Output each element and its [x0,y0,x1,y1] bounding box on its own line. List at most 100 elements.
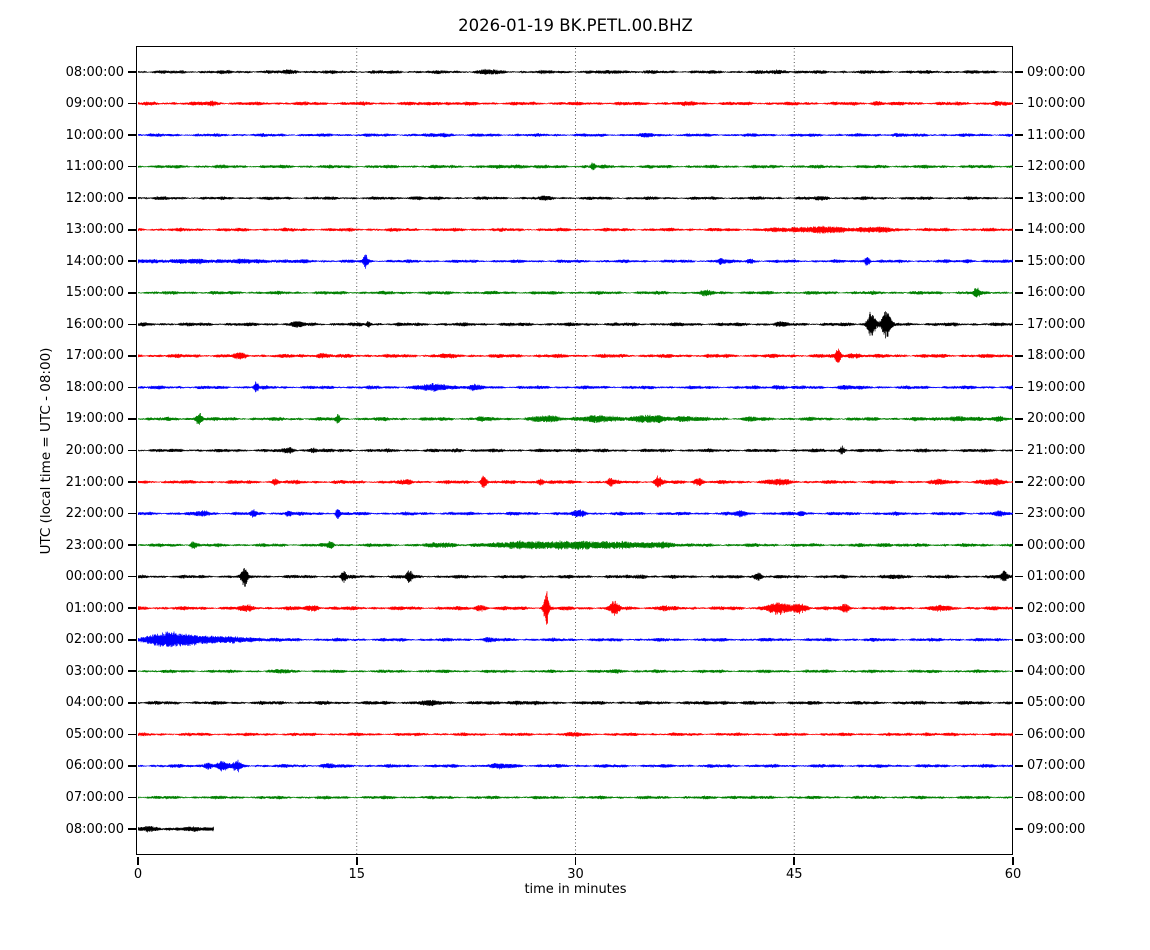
local-time-label: 01:00:00 [1027,569,1086,585]
y-axis-tick-right [1014,828,1023,830]
local-time-label: 05:00:00 [1027,695,1086,711]
utc-time-label: 15:00:00 [65,285,124,301]
local-time-label: 14:00:00 [1027,222,1086,238]
local-time-label: 12:00:00 [1027,159,1086,175]
y-axis-tick-left [128,796,137,799]
utc-time-label: 13:00:00 [65,222,124,238]
x-axis-tick [1012,856,1014,865]
y-axis-tick-left [128,765,137,767]
local-time-label: 22:00:00 [1027,474,1086,490]
utc-time-label: 06:00:00 [65,758,124,774]
y-axis-tick-right [1014,796,1023,799]
utc-time-label: 11:00:00 [65,159,124,175]
y-axis-tick-left [128,449,137,452]
y-axis-tick-right [1014,228,1023,231]
x-tick-label: 45 [785,867,803,882]
local-time-label: 06:00:00 [1027,726,1086,742]
local-time-label: 20:00:00 [1027,411,1086,427]
local-time-label: 04:00:00 [1027,663,1086,679]
y-axis-tick-left [128,102,137,105]
local-time-label: 13:00:00 [1027,190,1086,206]
local-time-label: 11:00:00 [1027,127,1086,143]
x-axis-tick [574,856,577,865]
y-axis-tick-right [1014,418,1023,420]
utc-time-label: 12:00:00 [65,190,124,206]
x-tick-label: 30 [567,867,584,882]
utc-time-label: 09:00:00 [65,96,124,112]
utc-time-label: 04:00:00 [65,695,124,711]
y-axis-tick-left [128,291,137,294]
utc-time-label: 16:00:00 [65,316,124,332]
y-axis-tick-right [1014,386,1023,389]
utc-time-label: 00:00:00 [65,569,124,585]
local-time-label: 08:00:00 [1027,789,1086,805]
local-time-label: 02:00:00 [1027,600,1086,616]
x-axis-label: time in minutes [524,882,627,897]
y-axis-tick-right [1014,765,1023,767]
local-time-label: 19:00:00 [1027,379,1086,395]
local-time-label: 21:00:00 [1027,443,1086,458]
y-axis-tick-right [1014,291,1023,294]
utc-time-label: 08:00:00 [65,64,124,80]
y-axis-tick-left [128,228,137,231]
y-axis-tick-right [1014,323,1023,326]
utc-time-label: 01:00:00 [65,600,124,616]
utc-time-label: 05:00:00 [65,726,124,742]
local-time-label: 15:00:00 [1027,253,1086,269]
utc-time-label: 03:00:00 [65,663,124,679]
y-axis-tick-left [128,607,137,609]
chart-title: 2026-01-19 BK.PETL.00.BHZ [458,16,693,35]
y-axis-tick-right [1014,449,1023,452]
y-axis-tick-left [128,638,137,641]
y-axis-tick-right [1014,575,1023,578]
y-axis-tick-left [128,828,137,830]
y-axis-tick-left [128,512,137,515]
utc-time-label: 20:00:00 [65,443,124,458]
local-time-label: 17:00:00 [1027,316,1086,332]
y-axis-tick-right [1014,355,1023,357]
y-axis-tick-right [1014,165,1023,168]
y-axis-tick-right [1014,607,1023,609]
x-axis-tick [137,856,139,865]
utc-time-label: 08:00:00 [65,821,124,837]
utc-time-label: 19:00:00 [65,411,124,427]
utc-time-label: 21:00:00 [65,474,124,490]
y-axis-tick-left [128,197,137,199]
y-axis-tick-left [128,544,137,546]
utc-time-label: 22:00:00 [65,506,124,522]
y-axis-tick-left [128,355,137,357]
y-axis-tick-left [128,134,137,136]
utc-time-label: 10:00:00 [65,127,124,143]
utc-time-label: 23:00:00 [65,537,124,553]
y-axis-tick-right [1014,670,1023,673]
local-time-label: 03:00:00 [1027,632,1086,648]
utc-time-label: 07:00:00 [65,789,124,805]
local-time-label: 09:00:00 [1027,821,1086,837]
utc-time-label: 14:00:00 [65,253,124,269]
y-axis-tick-right [1014,481,1023,483]
y-axis-tick-left [128,733,137,736]
x-axis-tick [793,856,796,865]
x-axis-tick [355,856,358,865]
utc-time-label: 02:00:00 [65,632,124,648]
local-time-label: 18:00:00 [1027,348,1086,364]
y-axis-tick-right [1014,544,1023,546]
y-axis-tick-right [1014,733,1023,736]
local-time-label: 00:00:00 [1027,537,1086,553]
local-time-label: 07:00:00 [1027,758,1086,774]
y-axis-tick-right [1014,638,1023,641]
y-axis-tick-right [1014,260,1023,263]
y-axis-tick-left [128,702,137,704]
local-time-label: 10:00:00 [1027,96,1086,112]
y-axis-tick-right [1014,702,1023,704]
y-axis-tick-left [128,575,137,578]
y-axis-tick-right [1014,102,1023,105]
y-axis-tick-left [128,71,137,73]
y-axis-tick-right [1014,134,1023,136]
utc-time-label: 17:00:00 [65,348,124,364]
local-time-label: 16:00:00 [1027,285,1086,301]
y-axis-tick-right [1014,512,1023,515]
y-axis-tick-left [128,260,137,263]
y-axis-tick-left [128,323,137,326]
y-axis-tick-left [128,386,137,389]
